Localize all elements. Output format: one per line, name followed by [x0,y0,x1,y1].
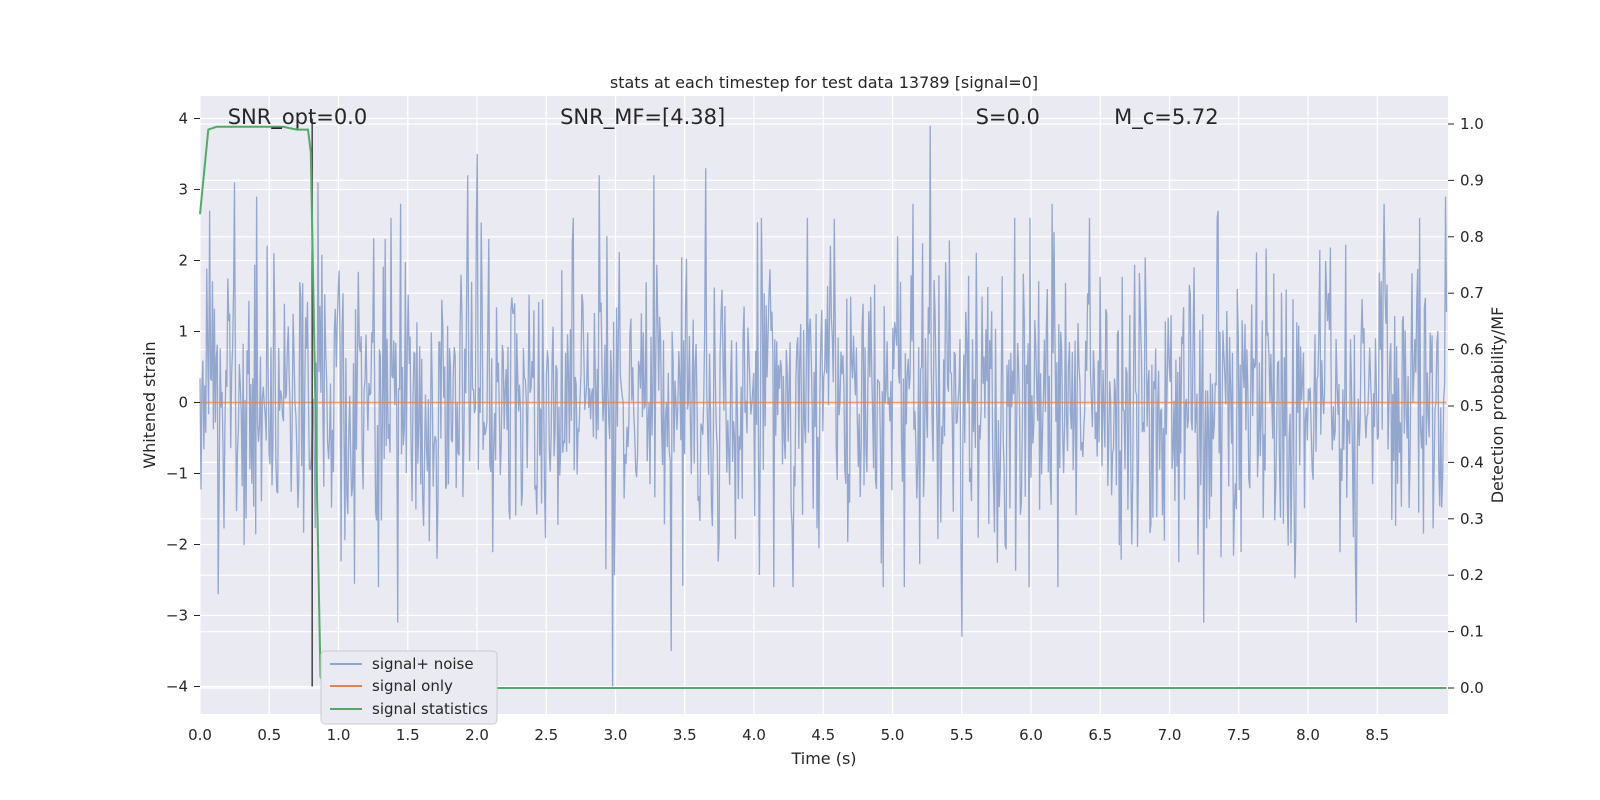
y2-tick-label: 0.9 [1460,171,1484,189]
x-tick-label: 8.0 [1296,726,1320,744]
x-tick-label: 0.5 [257,726,281,744]
chart-title: stats at each timestep for test data 137… [610,73,1038,92]
annotation-2: S=0.0 [976,105,1040,129]
y-tick-label: −1 [166,465,188,483]
y2-tick-label: 0.5 [1460,397,1484,415]
x-tick-label: 5.0 [881,726,905,744]
legend: signal+ noise signal only signal statist… [320,650,498,725]
series-signal-statistics [199,125,1447,689]
series-signal-noise [199,125,1448,687]
legend-label-signal-only: signal only [372,677,453,695]
x-tick-label: 4.5 [811,726,835,744]
x-axis-label: Time (s) [790,749,856,768]
x-tick-label: 5.5 [950,726,974,744]
x-tick-label: 3.0 [604,726,628,744]
y2-tick-label: 0.3 [1460,510,1484,528]
x-tick-label: 3.5 [673,726,697,744]
y2-axis-label: Detection probability/MF [1488,307,1507,504]
y-tick-label: 4 [178,110,188,128]
legend-label-signal-noise: signal+ noise [372,655,474,673]
y-tick-label: 0 [178,394,188,412]
annotations: SNR_opt=0.0 SNR_MF=[4.38] S=0.0 M_c=5.72 [228,105,1219,130]
y-tick-label: −3 [166,607,188,625]
y2-tick-label: 0.1 [1460,623,1484,641]
y2-tick-label: 0.2 [1460,566,1484,584]
y-axis-label: Whitened strain [140,341,159,468]
annotation-0: SNR_opt=0.0 [228,105,368,130]
ticks: 0.0 0.5 1.0 1.5 2.0 2.5 3.0 3.5 4.0 4.5 5.0 5.5 6.0 6… [166,110,1484,745]
data-layer [199,118,1448,689]
y-tick-label: −4 [166,678,188,696]
y-tick-label: 1 [178,323,188,341]
x-tick-label: 0.0 [188,726,212,744]
annotation-3: M_c=5.72 [1114,105,1219,130]
x-tick-label: 7.5 [1227,726,1251,744]
x-tick-label: 1.0 [327,726,351,744]
x-tick-label: 2.0 [465,726,489,744]
y2-tick-label: 0.4 [1460,453,1484,471]
y2-tick-label: 0.6 [1460,341,1484,359]
x-tick-label: 8.5 [1365,726,1389,744]
legend-box [320,650,498,725]
x-tick-label: 2.5 [534,726,558,744]
y-tick-label: 3 [178,181,188,199]
y-tick-label: 2 [178,252,188,270]
x-tick-label: 7.0 [1158,726,1182,744]
y2-tick-label: 0.8 [1460,228,1484,246]
y2-tick-label: 0.7 [1460,284,1484,302]
y-tick-label: −2 [166,536,188,554]
x-tick-label: 6.0 [1019,726,1043,744]
legend-label-signal-statistics: signal statistics [372,700,488,718]
x-tick-label: 6.5 [1088,726,1112,744]
y2-tick-label: 1.0 [1460,115,1484,133]
x-tick-label: 1.5 [396,726,420,744]
x-tick-label: 4.0 [742,726,766,744]
annotation-1: SNR_MF=[4.38] [560,105,725,130]
y2-tick-label: 0.0 [1460,679,1484,697]
